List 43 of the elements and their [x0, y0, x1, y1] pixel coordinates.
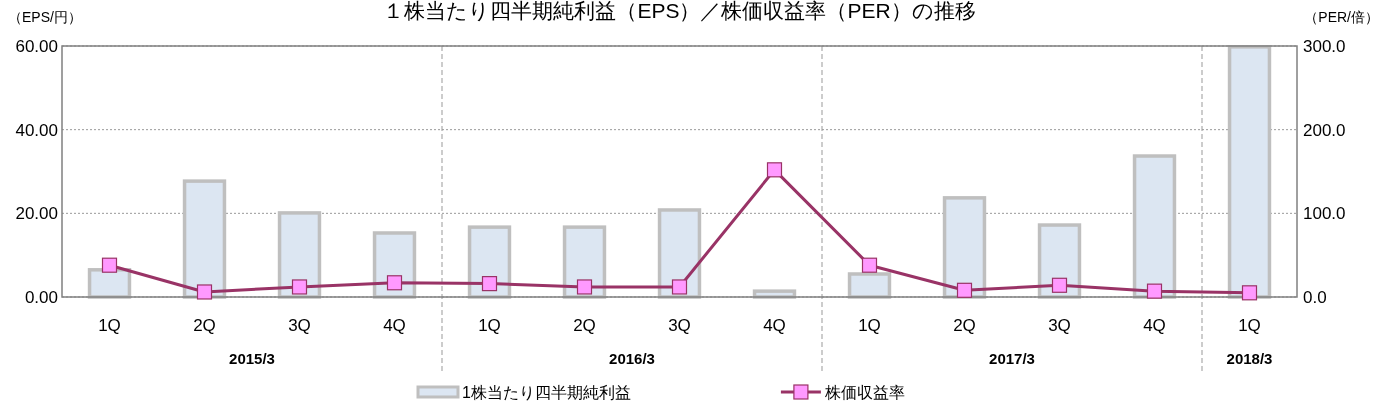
point [1241, 285, 1258, 301]
x-tick-label: 4Q [1143, 316, 1166, 335]
point [956, 282, 973, 298]
y2-tick-label: 100.0 [1303, 204, 1346, 224]
y-tick-label: 60.00 [15, 37, 58, 56]
x-tick-label: 4Q [763, 316, 786, 335]
x-tick-label: 2Q [953, 316, 976, 335]
x-tick-label: 1Q [1238, 316, 1261, 335]
y2-tick-label: 0.0 [1303, 288, 1327, 307]
x-tick-label: 4Q [383, 316, 406, 335]
x-tick-label: 3Q [1048, 316, 1071, 335]
y-tick-label: 0.00 [24, 288, 58, 307]
text: 2017/3 [989, 350, 1035, 367]
point [481, 276, 498, 292]
point [101, 257, 118, 273]
y2-axis-title: （PER/倍） [1304, 9, 1379, 25]
point [576, 279, 593, 295]
point [861, 257, 878, 273]
y-tick-label: 20.00 [15, 204, 58, 224]
x-tick-label: 2Q [573, 316, 596, 335]
point [386, 275, 403, 291]
x-tick-label: 3Q [668, 316, 691, 335]
x-tick-label: 1Q [478, 316, 501, 335]
y2-tick-label: 300.0 [1303, 37, 1346, 56]
point [196, 284, 213, 300]
y-tick-label: 40.00 [15, 120, 58, 140]
point [1146, 283, 1163, 299]
text: 2016/3 [609, 350, 655, 367]
point [291, 279, 308, 295]
point [1051, 277, 1068, 293]
x-tick-label: 2Q [193, 316, 216, 335]
text: 2015/3 [229, 350, 275, 367]
x-tick-label: 1Q [858, 316, 881, 335]
x-tick-label: 3Q [288, 316, 311, 335]
legend-label: 1株当たり四半期純利益 [462, 384, 631, 401]
point [766, 162, 783, 178]
point [671, 279, 688, 295]
y2-tick-label: 200.0 [1303, 120, 1346, 140]
text: 2018/3 [1226, 350, 1273, 367]
legend-label: 株価収益率 [823, 384, 905, 401]
x-tick-label: 1Q [98, 316, 121, 335]
chart-title: １株当たり四半期純利益（EPS）／株価収益率（PER）の推移 [383, 0, 976, 22]
y-axis-title: （EPS/円） [8, 9, 82, 25]
